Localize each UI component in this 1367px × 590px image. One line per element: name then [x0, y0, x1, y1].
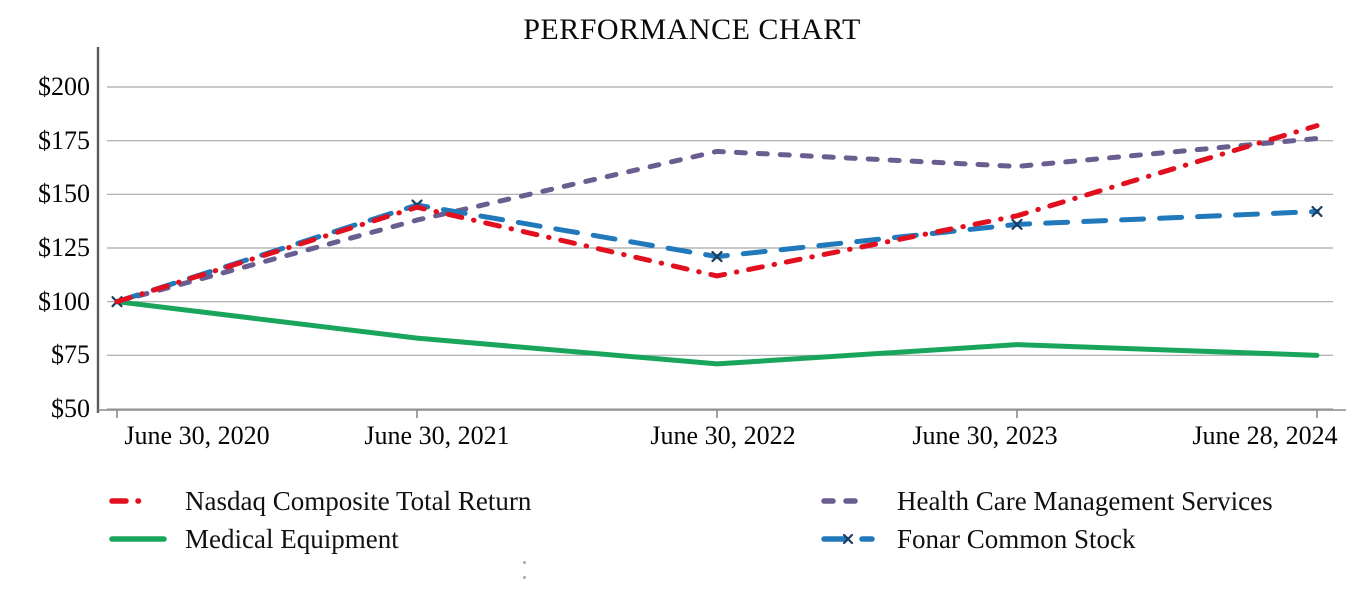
data-point-x-marker	[842, 533, 854, 545]
y-axis-label: $50	[51, 394, 90, 423]
y-axis-label: $150	[38, 179, 90, 208]
data-point-x-marker	[1311, 205, 1323, 218]
legend-label: Nasdaq Composite Total Return	[185, 485, 532, 516]
series-line-medical-equipment	[114, 299, 1320, 367]
legend-swatch-fonar-common-stock	[821, 533, 875, 545]
legend-swatch-health-care-management-services	[821, 498, 867, 504]
series-line-health-care-management-services	[114, 136, 1320, 305]
legend-swatch-nasdaq-composite-total-return	[109, 498, 151, 504]
artifact-dot	[523, 561, 526, 564]
legend-label: Fonar Common Stock	[897, 523, 1136, 554]
x-axis-label: June 28, 2024	[1192, 421, 1338, 450]
legend-label: Health Care Management Services	[897, 485, 1273, 516]
x-axis-label: June 30, 2022	[650, 421, 796, 450]
legend-item-medical-equipment: Medical Equipment	[108, 521, 399, 557]
chart-plot-area	[96, 47, 1346, 418]
data-point-x-marker	[1011, 218, 1023, 230]
y-axis-label: $75	[51, 340, 90, 369]
y-axis-label: $125	[38, 233, 90, 262]
x-axis-label: June 30, 2020	[124, 421, 270, 450]
y-axis-label: $100	[38, 287, 90, 316]
series-line-nasdaq-composite-total-return	[114, 123, 1320, 305]
data-point-x-marker	[711, 250, 723, 263]
legend-swatch-medical-equipment	[109, 536, 167, 542]
artifact-dot	[523, 576, 526, 579]
chart-title: PERFORMANCE CHART	[523, 13, 861, 46]
legend-item-nasdaq-composite-total-return: Nasdaq Composite Total Return	[108, 483, 531, 519]
legend-label: Medical Equipment	[185, 523, 399, 554]
legend-item-fonar-common-stock: Fonar Common Stock	[820, 521, 1136, 557]
x-axis-label: June 30, 2021	[364, 421, 510, 450]
y-axis-label: $200	[38, 72, 90, 101]
legend-item-health-care-management-services: Health Care Management Services	[820, 483, 1273, 519]
x-axis-label: June 30, 2023	[912, 421, 1058, 450]
y-axis-label: $175	[38, 126, 90, 155]
